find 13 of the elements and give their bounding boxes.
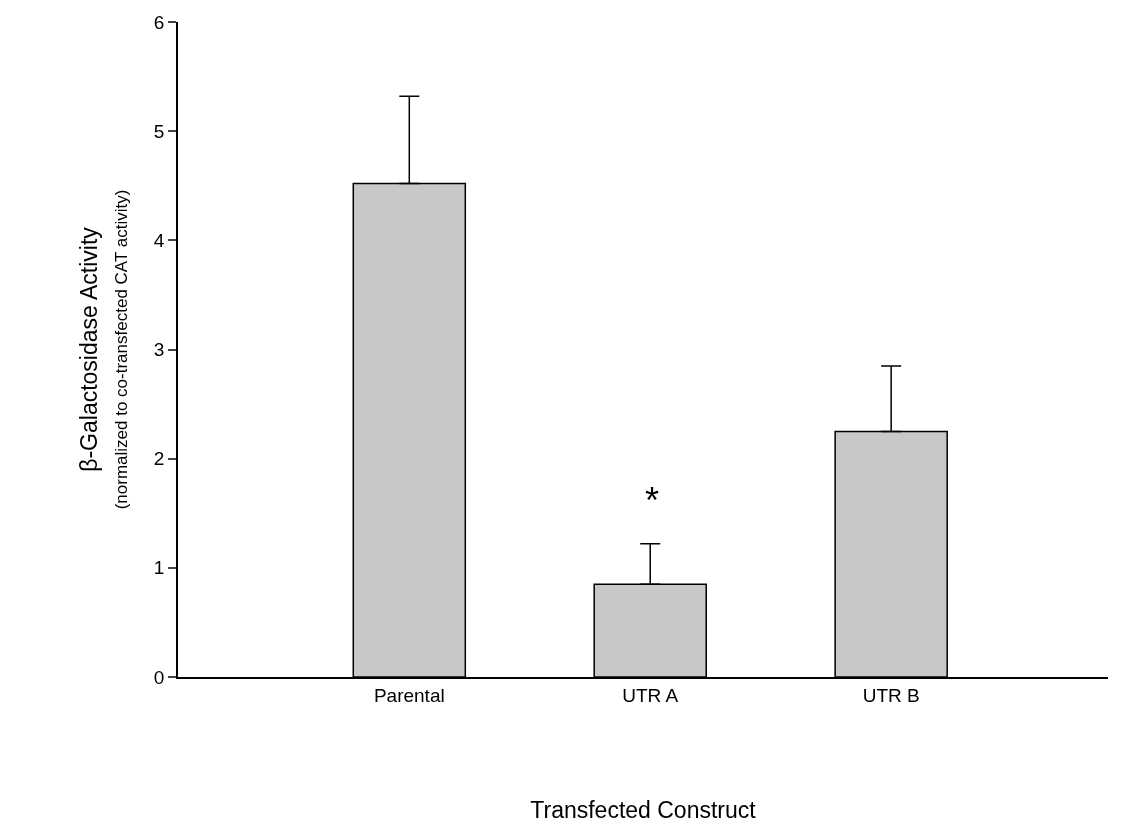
y-tick-label: 1 xyxy=(153,557,165,579)
x-tick-label: Parental xyxy=(373,684,445,706)
x-tick-label: UTR A xyxy=(622,684,679,706)
y-tick-label: 5 xyxy=(153,120,165,142)
x-axis-title: Transfected Construct xyxy=(530,797,757,823)
x-tick-label: UTR B xyxy=(862,684,920,706)
y-tick-label: 4 xyxy=(153,229,165,251)
y-axis-title: β-Galactosidase Activity (normalized to co-transfected CAT activity) xyxy=(75,189,131,510)
y-tick-label: 2 xyxy=(153,448,165,470)
y-tick-label: 0 xyxy=(153,666,165,688)
annotation: * xyxy=(645,480,660,521)
y-tick-label: 3 xyxy=(153,339,165,361)
y-tick-label: 6 xyxy=(153,11,165,33)
